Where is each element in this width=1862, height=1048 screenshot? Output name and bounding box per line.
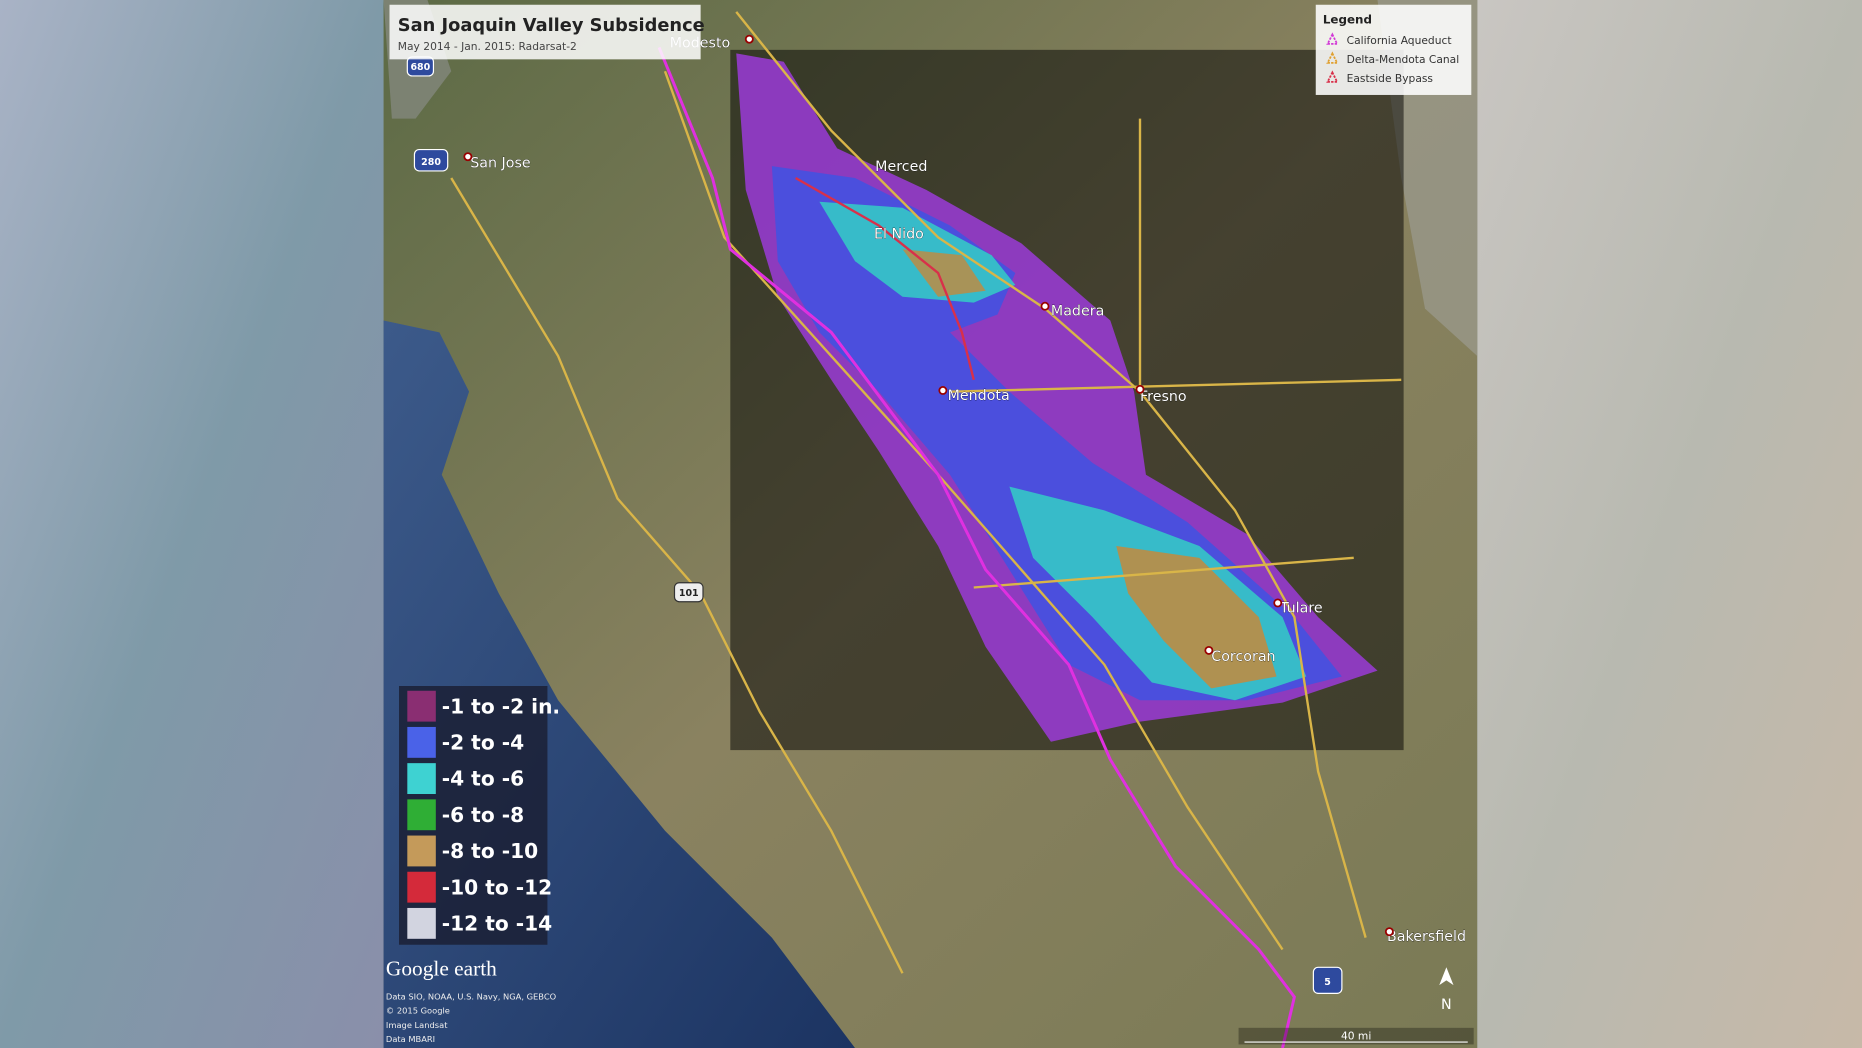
- road: [450, 118, 1402, 974]
- shield: [1312, 966, 1343, 994]
- north-arrow-shape: [1439, 967, 1454, 986]
- color-scale: -1 to -2 in. -2 to -4 -4 to -6 -6 to -8 -8 t…: [399, 686, 560, 945]
- scale-label: -1 to -2 in.: [442, 694, 560, 718]
- city-dots: [463, 34, 1394, 937]
- highway-shields: 680 280 101 5: [406, 56, 1343, 994]
- scale-swatch: [407, 799, 436, 831]
- shield: [673, 582, 704, 603]
- shield-label: 680: [410, 62, 430, 73]
- blurred-side: [1477, 0, 1862, 1048]
- scale-label: -6 to -8: [442, 803, 524, 827]
- legend-title: Legend: [1323, 13, 1372, 27]
- shield-label: 280: [421, 157, 441, 168]
- city-dot: [1135, 384, 1145, 394]
- legend-label: California Aqueduct: [1347, 34, 1452, 47]
- city-dot: [1204, 645, 1214, 655]
- city-dot: [463, 152, 473, 162]
- scale-bar-label: 40 mi: [1341, 1030, 1371, 1043]
- legend-swatch: [1326, 51, 1339, 64]
- city-dot: [1273, 598, 1283, 608]
- city-label: Bakersfield: [1387, 929, 1466, 945]
- north-label: N: [1441, 997, 1452, 1013]
- blurred-side: [0, 0, 384, 1048]
- city-label: Mendota: [948, 388, 1010, 404]
- legend-label: Delta-Mendota Canal: [1347, 53, 1460, 66]
- california-aqueduct: [657, 46, 1296, 1048]
- google-logo: Google earth: [386, 957, 497, 981]
- scale-label: -8 to -10: [442, 839, 538, 863]
- scale-bar: 40 mi: [1238, 1027, 1474, 1045]
- attribution-line: Data SIO, NOAA, U.S. Navy, NGA, GEBCO: [386, 991, 557, 1001]
- scale-swatch: [407, 763, 436, 795]
- subsidence-zone: [1116, 545, 1277, 689]
- city-label: Tulare: [1279, 600, 1323, 616]
- city-dot: [1040, 301, 1050, 311]
- scale-bar-background: [1238, 1027, 1474, 1045]
- title-background: [389, 4, 701, 60]
- city-label: Corcoran: [1211, 649, 1275, 665]
- scale-label: -10 to -12: [442, 875, 552, 899]
- city-label: Fresno: [1140, 389, 1187, 405]
- scale-swatch: [407, 726, 436, 758]
- attribution: Google earth Data SIO, NOAA, U.S. Navy, …: [386, 957, 557, 1044]
- city-label: Merced: [875, 159, 927, 175]
- attribution-line: © 2015 Google: [386, 1006, 450, 1016]
- shield: [413, 148, 449, 172]
- attribution-line: Image Landsat: [386, 1020, 448, 1030]
- title: San Joaquin Valley Subsidence: [398, 15, 705, 36]
- city-dot: [938, 386, 948, 395]
- scale-label: -4 to -6: [442, 767, 524, 791]
- legend-swatch: [1326, 70, 1339, 83]
- scale-swatch: [407, 907, 436, 939]
- shield-label: 101: [679, 588, 699, 599]
- attribution-line: Data MBARI: [386, 1034, 435, 1044]
- scale-swatch: [407, 871, 436, 903]
- title-box: San Joaquin Valley Subsidence May 2014 -…: [389, 4, 705, 60]
- legend: Legend California Aqueduct Delta-Mendota …: [1315, 4, 1472, 95]
- legend-background: [1315, 4, 1472, 95]
- scale-label: -2 to -4: [442, 731, 524, 755]
- shield-label: 5: [1324, 977, 1331, 988]
- north-arrow: N: [1439, 967, 1454, 1013]
- eastside-bypass: [795, 176, 975, 381]
- city-dot: [1384, 927, 1394, 937]
- city-label: San Jose: [470, 155, 530, 171]
- scale-label: -12 to -14: [442, 912, 552, 936]
- scale-swatch: [407, 835, 436, 867]
- city-label: El Nido: [874, 227, 924, 243]
- city-dot: [744, 34, 754, 44]
- subtitle: May 2014 - Jan. 2015: Radarsat-2: [398, 40, 577, 53]
- legend-label: Eastside Bypass: [1347, 72, 1434, 85]
- legend-swatch: [1326, 32, 1339, 45]
- city-label: Madera: [1051, 304, 1104, 320]
- scale-swatch: [407, 690, 436, 722]
